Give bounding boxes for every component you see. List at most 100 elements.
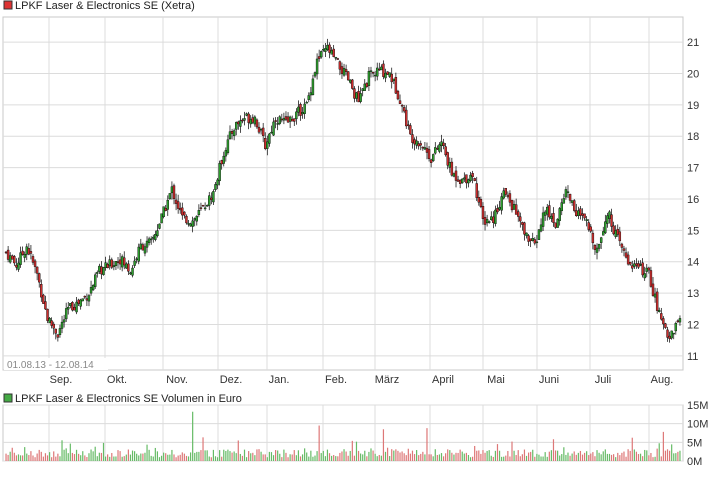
candle-body xyxy=(614,230,617,237)
volume-bar xyxy=(598,452,600,461)
volume-bar xyxy=(78,453,80,461)
candle-body xyxy=(647,267,651,271)
candle-body xyxy=(183,211,186,216)
y-tick-label: 12 xyxy=(687,320,699,332)
candle-body xyxy=(278,116,281,124)
volume-bar xyxy=(150,455,152,461)
volume-legend-swatch xyxy=(3,393,13,403)
volume-bar xyxy=(208,456,210,461)
candle-body xyxy=(355,92,358,99)
candle-body xyxy=(631,265,634,269)
volume-bar xyxy=(337,456,339,461)
volume-bar xyxy=(175,457,177,461)
volume-bar xyxy=(152,456,154,461)
volume-bar xyxy=(442,456,445,461)
candle-body xyxy=(54,328,58,334)
volume-bar xyxy=(343,449,345,461)
candle-body xyxy=(50,320,53,326)
volume-bar xyxy=(189,452,192,461)
volume-bar xyxy=(652,457,654,461)
candle-body xyxy=(108,259,111,267)
candle-body xyxy=(35,266,39,274)
candle-body xyxy=(112,265,116,268)
volume-bar xyxy=(312,456,314,461)
volume-bar xyxy=(349,450,351,461)
x-tick-label: Mai xyxy=(487,374,505,386)
candle-body xyxy=(338,61,342,70)
volume-bar xyxy=(384,451,387,461)
candle-body xyxy=(367,71,371,86)
candle-body xyxy=(71,302,74,311)
volume-bar xyxy=(121,456,123,461)
volume-bar xyxy=(163,452,165,461)
volume-bar xyxy=(69,443,71,461)
candle-body xyxy=(214,184,217,190)
candle-body xyxy=(27,248,31,255)
volume-bar xyxy=(677,451,679,461)
volume-bar xyxy=(19,455,22,461)
y-tick-label: 16 xyxy=(687,194,699,206)
volume-bar xyxy=(501,456,503,461)
candle-body xyxy=(143,246,147,254)
candle-body xyxy=(189,223,192,227)
candle-body xyxy=(517,211,520,217)
volume-bar xyxy=(577,452,579,461)
volume-bar xyxy=(453,454,455,461)
volume-bar xyxy=(527,452,530,461)
volume-bar xyxy=(445,453,447,461)
candle-body xyxy=(21,250,24,255)
volume-bar xyxy=(40,451,42,461)
candle-body xyxy=(386,71,389,75)
volume-bar xyxy=(322,450,324,461)
volume-bar xyxy=(160,455,163,461)
candle-body xyxy=(282,118,286,121)
volume-bar xyxy=(86,457,88,461)
volume-bar xyxy=(206,450,208,461)
volume-bar xyxy=(434,449,436,461)
candle-body xyxy=(554,222,557,228)
candle-body xyxy=(154,233,157,240)
volume-bar xyxy=(291,454,293,461)
volume-bar xyxy=(326,449,329,461)
candle-body xyxy=(315,58,319,75)
candle-body xyxy=(597,243,601,249)
volume-bar xyxy=(542,456,544,461)
volume-bar xyxy=(569,455,571,461)
candle-body xyxy=(585,219,588,222)
candle-body xyxy=(340,66,344,74)
candle-body xyxy=(423,147,427,150)
volume-bar xyxy=(212,449,214,461)
candle-body xyxy=(253,116,257,125)
volume-bar xyxy=(17,454,20,461)
y-tick-label: 19 xyxy=(687,100,699,112)
candle-body xyxy=(89,287,93,294)
volume-bar xyxy=(59,456,61,461)
volume-bar xyxy=(563,447,565,461)
volume-bar xyxy=(192,411,194,461)
volume-bar xyxy=(403,453,405,461)
volume-bar xyxy=(71,452,73,461)
volume-bar xyxy=(411,450,414,461)
candle-body xyxy=(241,119,244,122)
volume-bar xyxy=(26,453,28,461)
volume-bar xyxy=(503,456,505,461)
volume-bar xyxy=(281,457,283,461)
candle-body xyxy=(160,213,163,224)
candle-body xyxy=(419,143,422,146)
volume-bar xyxy=(583,452,586,461)
volume-bar xyxy=(355,441,358,461)
candle-body xyxy=(529,238,532,241)
candle-body xyxy=(104,262,107,268)
volume-bar xyxy=(664,450,667,461)
volume-bar xyxy=(98,452,100,461)
candle-body xyxy=(398,100,402,104)
volume-bar xyxy=(673,453,675,461)
candle-body xyxy=(639,264,642,266)
candle-body xyxy=(407,124,410,126)
volume-bar xyxy=(405,455,407,461)
candle-body xyxy=(69,303,72,306)
candle-body xyxy=(373,74,377,77)
volume-bar xyxy=(84,455,86,461)
candle-body xyxy=(525,232,528,236)
candle-body xyxy=(606,215,609,224)
